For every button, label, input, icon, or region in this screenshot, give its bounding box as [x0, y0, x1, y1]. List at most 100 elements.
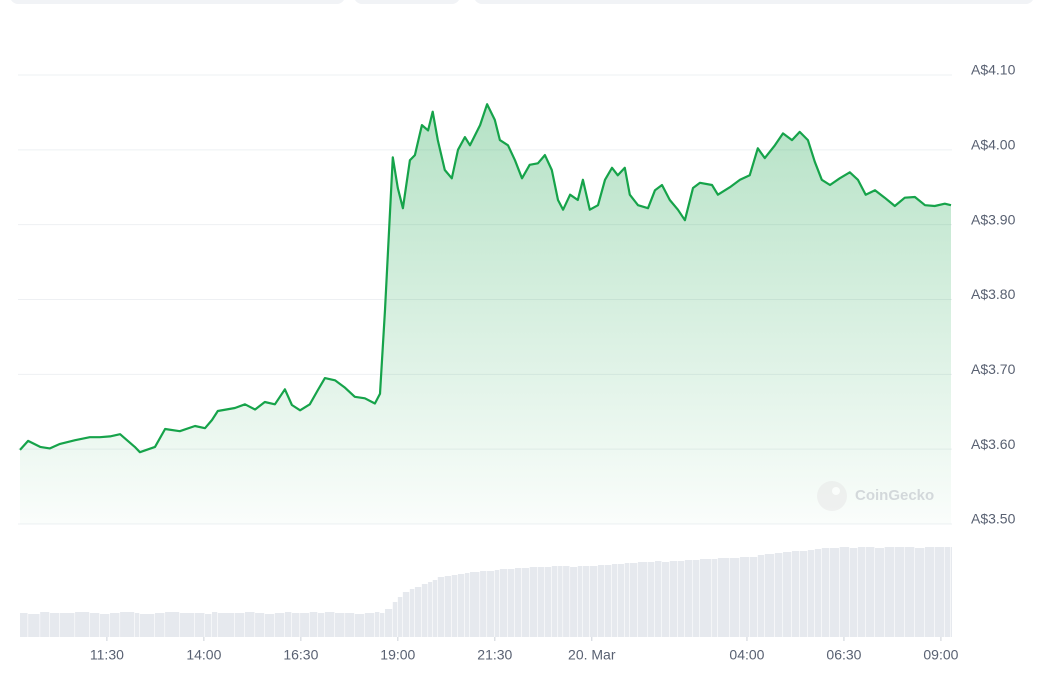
volume-bar	[582, 566, 590, 637]
volume-bar	[648, 562, 655, 637]
y-tick-label: A$3.50	[971, 511, 1016, 527]
volume-bar	[212, 612, 218, 637]
volume-bar	[40, 612, 50, 637]
volume-bar	[75, 612, 90, 637]
volume-bar	[134, 613, 140, 637]
volume-bar	[154, 613, 165, 637]
volume-bar	[469, 572, 480, 637]
volume-bar	[451, 575, 458, 637]
volume-bar	[521, 568, 530, 637]
volume-bar	[217, 613, 235, 637]
volume-bar	[839, 547, 850, 637]
volume-bar	[28, 614, 40, 637]
x-tick-label: 04:00	[729, 647, 764, 663]
volume-bar	[904, 547, 915, 637]
volume-bar	[589, 566, 598, 637]
volume-bar	[437, 577, 445, 637]
volume-bar	[499, 569, 508, 637]
volume-bar	[317, 613, 325, 637]
volume-bar	[255, 613, 265, 637]
volume-bar	[729, 558, 740, 637]
volume-bar	[428, 582, 433, 637]
volume-bar	[951, 547, 952, 637]
toolbar-tab[interactable]	[10, 0, 345, 4]
y-tick-label: A$3.70	[971, 361, 1016, 377]
volume-bar	[291, 613, 300, 637]
x-tick-label: 09:00	[923, 647, 958, 663]
volume-bar	[570, 567, 578, 637]
toolbar-tab[interactable]	[474, 0, 1034, 4]
volume-bar	[194, 613, 205, 637]
volume-bar	[749, 557, 758, 637]
volume-bar	[684, 560, 693, 637]
volume-bar	[109, 613, 120, 637]
volume-bar	[205, 614, 212, 637]
volume-bar	[669, 561, 678, 637]
volume-bar	[934, 547, 945, 637]
volume-bar	[89, 613, 100, 637]
volume-bar	[385, 609, 393, 637]
volume-bar	[139, 614, 155, 637]
volume-bar	[374, 612, 380, 637]
volume-bar	[457, 574, 465, 637]
volume-bar	[677, 561, 685, 637]
volume-bar	[99, 614, 110, 637]
volume-bar	[480, 571, 487, 637]
volume-bar	[397, 597, 403, 637]
volume-bar	[849, 548, 858, 637]
volume-bar	[179, 613, 195, 637]
x-tick-label: 21:30	[477, 647, 512, 663]
volume-bars	[20, 547, 952, 637]
volume-bar	[774, 553, 783, 637]
x-tick-label: 06:30	[826, 647, 861, 663]
volume-bar	[345, 613, 355, 637]
volume-bar	[244, 612, 255, 637]
y-tick-label: A$3.80	[971, 286, 1016, 302]
volume-bar	[944, 547, 951, 637]
volume-bar	[884, 547, 895, 637]
x-tick-label: 11:30	[90, 647, 124, 663]
volume-bar	[379, 613, 385, 637]
volume-bar	[421, 584, 428, 637]
toolbar-tab[interactable]	[354, 0, 460, 4]
volume-bar	[507, 569, 515, 637]
volume-bar	[791, 551, 800, 637]
volume-bar	[529, 567, 538, 637]
watermark: CoinGecko	[817, 481, 934, 511]
volume-bar	[637, 562, 648, 637]
volume-bar	[432, 580, 438, 637]
volume-bar	[49, 613, 60, 637]
volume-bar	[551, 566, 558, 637]
volume-bar	[59, 613, 75, 637]
volume-bar	[464, 573, 470, 637]
volume-bar	[487, 571, 495, 637]
volume-bar	[865, 547, 875, 637]
y-tick-label: A$3.90	[971, 211, 1016, 227]
volume-bar	[563, 566, 570, 637]
volume-bar	[821, 548, 830, 637]
volume-bar	[857, 547, 866, 637]
volume-bar	[712, 559, 718, 637]
volume-bar	[624, 563, 630, 637]
x-tick-label: 20. Mar	[568, 647, 616, 663]
volume-bar	[829, 548, 840, 637]
volume-bar	[807, 550, 815, 637]
volume-bar	[717, 558, 730, 637]
volume-bar	[799, 551, 808, 637]
volume-bar	[309, 612, 318, 637]
x-tick-label: 19:00	[380, 647, 415, 663]
volume-bar	[577, 566, 583, 637]
volume-bar	[764, 554, 775, 637]
y-tick-label: A$3.60	[971, 436, 1016, 452]
price-line	[19, 103, 952, 454]
volume-bar	[662, 562, 670, 637]
volume-bar	[757, 555, 765, 637]
volume-bar	[284, 612, 292, 637]
volume-bar	[611, 564, 618, 637]
volume-bar	[537, 567, 545, 637]
volume-bar	[20, 613, 28, 637]
y-tick-label: A$4.10	[971, 62, 1016, 78]
plot	[19, 103, 952, 524]
area-fill	[20, 104, 951, 524]
